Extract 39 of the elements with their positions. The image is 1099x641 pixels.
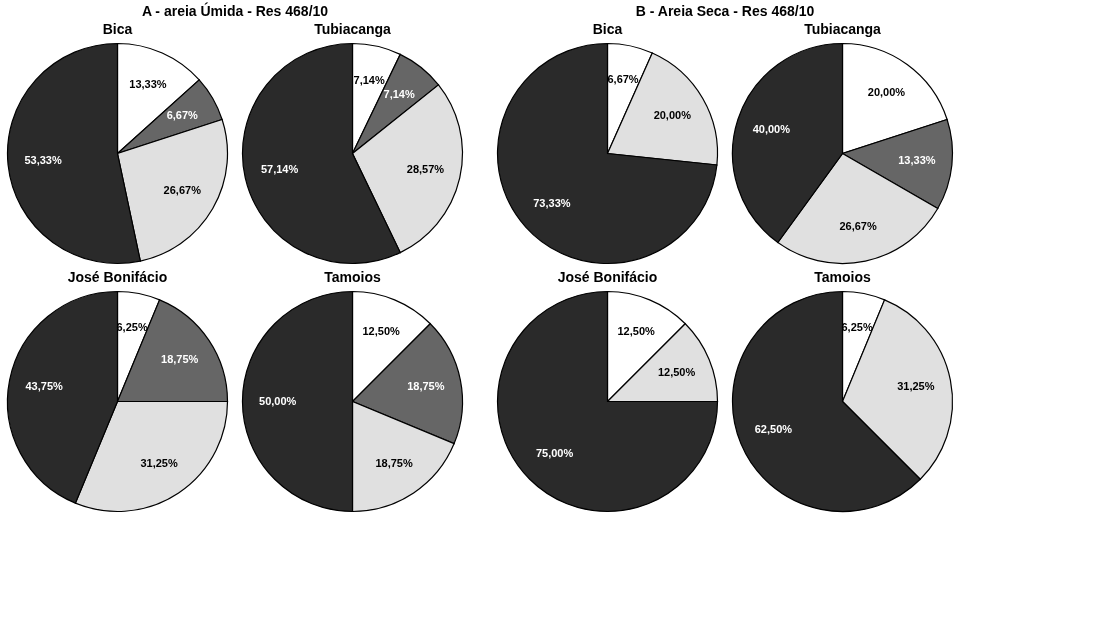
chart-title: Bica (102, 21, 133, 37)
data-label: 40,00% (752, 123, 791, 136)
data-label: 57,14% (260, 163, 299, 176)
pie-slice (497, 290, 719, 512)
data-label: 18,75% (407, 379, 445, 392)
data-label: 26,67% (839, 219, 877, 232)
data-label: 12,50% (657, 365, 696, 378)
data-label: 18,75% (375, 456, 413, 469)
chart-title: Tamoios (814, 269, 871, 285)
data-label: 13,33% (129, 78, 167, 91)
data-label: 20,00% (867, 85, 906, 98)
chart-title: Tubiacanga (314, 21, 392, 37)
data-label: 7,14% (353, 73, 385, 86)
text: B - Areia Seca - Res 468/10 (635, 3, 815, 19)
data-label: 26,67% (163, 183, 202, 196)
data-label: 12,50% (362, 325, 400, 338)
chart-title: Tubiacanga (804, 21, 882, 37)
data-label: 31,25% (140, 456, 178, 469)
data-label: 75,00% (535, 447, 574, 460)
pie-slice (496, 42, 718, 264)
chart-title: Tamoios (324, 269, 381, 285)
text: A - areia Úmida - Res 468/10 (141, 2, 329, 19)
data-label: 43,75% (25, 379, 64, 392)
chart-title: José Bonifácio (67, 269, 168, 285)
data-label: 28,57% (406, 163, 445, 176)
data-label: 53,33% (24, 154, 62, 167)
data-label: 6,67% (607, 73, 639, 86)
data-label: 6,67% (166, 109, 199, 122)
chart-title: José Bonifácio (557, 269, 658, 285)
data-label: 50,00% (259, 394, 297, 407)
data-label: 31,25% (897, 379, 935, 392)
data-label: 73,33% (533, 196, 571, 209)
data-label: 13,33% (898, 154, 936, 167)
data-label: 20,00% (653, 109, 692, 122)
data-label: 7,14% (383, 88, 415, 101)
data-label: 62,50% (754, 423, 793, 436)
data-label: 18,75% (161, 352, 199, 365)
chart-title: Bica (592, 21, 623, 37)
data-label: 12,50% (617, 325, 655, 338)
